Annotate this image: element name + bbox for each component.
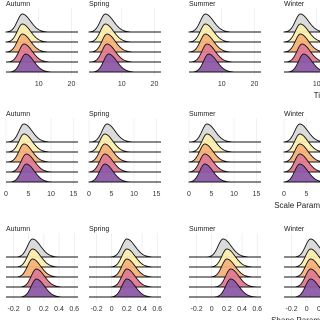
x-tick-label: 15 [153,191,161,198]
ridge [6,238,78,258]
ridge [189,268,261,288]
x-tick-label: -0.2 [91,306,103,313]
x-tick-label: 0 [187,191,191,198]
panel-title: Winter [284,226,305,233]
x-tick-label: 0.4 [137,306,147,313]
x-tick-label: 0.6 [69,306,79,313]
panel-title: Winter [284,111,305,118]
ridge [284,278,320,298]
x-tick-label: 15 [70,191,78,198]
ridge [283,153,320,173]
x-tick-label: 20 [68,81,76,88]
ridge [189,238,261,258]
ridge [283,143,320,163]
panel-title: Summer [189,1,216,8]
ridge [88,13,161,33]
ridge [6,278,78,298]
ridge [88,123,161,143]
x-tick-label: 5 [110,191,114,198]
ridge [89,268,161,288]
panel-title: Spring [89,226,109,233]
ridge [89,53,161,73]
panel-title: Winter [284,1,305,8]
x-tick-label: 10 [313,81,320,88]
x-tick-label: 10 [218,81,226,88]
x-tick-label: 20 [251,81,259,88]
ridge [283,163,320,183]
ridge [189,248,261,268]
ridge [6,248,78,268]
ridge [5,123,78,143]
ridge [189,278,261,298]
x-tick-label: 0.4 [54,306,64,313]
x-tick-label: 0.2 [122,306,132,313]
panel-title: Spring [89,111,109,118]
x-tick-label: -0.2 [286,306,298,313]
ridge [6,163,78,183]
ridge [284,53,320,73]
panel-title: Autumn [6,226,30,233]
panel-title: Summer [189,111,216,118]
x-tick-label: 10 [118,81,126,88]
x-tick-label: 10 [35,81,43,88]
axis-label: Scale Param [274,201,320,210]
x-tick-label: 0 [87,191,91,198]
x-tick-label: 0.2 [222,306,232,313]
x-tick-label: -0.2 [8,306,20,313]
x-tick-label: 10 [47,191,55,198]
ridge [89,278,161,298]
ridge [283,123,320,143]
ridge [189,258,261,278]
ridge [89,238,161,258]
x-tick-label: 20 [151,81,159,88]
ridge [283,133,320,153]
x-tick-label: 0.2 [39,306,49,313]
x-tick-label: 0 [110,306,114,313]
ridge [89,248,161,268]
x-tick-label: 0 [210,306,214,313]
ridge [88,163,161,183]
ridge [188,163,261,183]
x-tick-label: -0.2 [191,306,203,313]
panel-title: Autumn [6,111,30,118]
x-tick-label: 5 [27,191,31,198]
x-tick-label: 0 [27,306,31,313]
ridge [188,13,261,33]
ridge [283,23,320,43]
x-tick-label: 15 [253,191,261,198]
ridge [89,258,161,278]
ridge [283,43,320,63]
ridge [283,13,320,33]
x-tick-label: 0.2 [317,306,320,313]
ridge [189,53,261,73]
ridge [6,53,78,73]
x-tick-label: 10 [230,191,238,198]
ridge [6,268,78,288]
panel-title: Summer [189,226,216,233]
ridge [5,13,78,33]
x-tick-label: 0.4 [237,306,247,313]
panel-title: Autumn [6,1,30,8]
x-tick-label: 0.6 [152,306,162,313]
panel-title: Spring [89,1,109,8]
axis-label: Shape Param [271,316,320,320]
x-tick-label: 0 [305,306,309,313]
axis-label: Ti [314,91,320,100]
ridge [188,123,261,143]
x-tick-label: 0 [4,191,8,198]
x-tick-label: 5 [210,191,214,198]
ridge [6,258,78,278]
ridge [283,33,320,53]
x-tick-label: 5 [305,191,309,198]
x-tick-label: 0 [282,191,286,198]
x-tick-label: 0.6 [252,306,262,313]
x-tick-label: 10 [130,191,138,198]
